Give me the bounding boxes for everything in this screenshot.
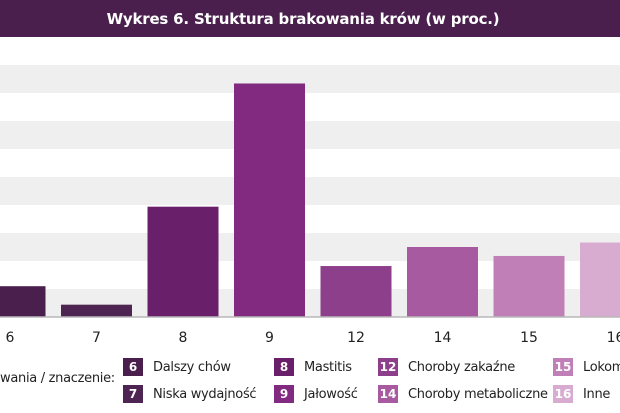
legend-code-8: 8	[274, 358, 294, 376]
legend-label-16: Inne	[583, 386, 611, 402]
x-tick-label-12: 12	[347, 330, 365, 346]
legend: wania / znaczenie: 6 Dalszy chów 7 Niska…	[0, 353, 620, 413]
x-tick-label-9: 9	[265, 330, 274, 346]
bar-9	[234, 83, 305, 317]
bars	[0, 83, 620, 317]
legend-item-14: 14 Choroby metaboliczne	[378, 383, 548, 405]
bar-14	[407, 247, 478, 317]
legend-label-12: Choroby zakaźne	[408, 359, 515, 375]
x-tick-label-15: 15	[520, 330, 538, 346]
bar-6	[0, 286, 46, 317]
x-tick-label-14: 14	[434, 330, 452, 346]
grid-band	[0, 149, 620, 177]
legend-code-16: 16	[553, 385, 573, 403]
legend-label-8: Mastitis	[304, 359, 352, 375]
legend-heading: wania / znaczenie:	[0, 371, 115, 386]
bar-16	[580, 242, 620, 317]
grid-band	[0, 205, 620, 233]
x-tick-labels: 6 7 8 9 12 14 15 16	[6, 330, 620, 346]
grid-band	[0, 177, 620, 205]
bar-8	[147, 206, 219, 317]
legend-item-12: 12 Choroby zakaźne	[378, 356, 515, 378]
bar-12	[320, 266, 392, 317]
bar-15	[493, 255, 565, 317]
x-tick-label-6: 6	[6, 330, 15, 346]
chart-title: Wykres 6. Struktura brakowania krów (w p…	[106, 9, 500, 28]
legend-item-7: 7 Niska wydajność	[123, 383, 257, 405]
legend-item-9: 9 Jałowość	[274, 383, 358, 405]
legend-label-14: Choroby metaboliczne	[408, 386, 548, 402]
x-tick-label-7: 7	[92, 330, 101, 346]
legend-code-7: 7	[123, 385, 143, 403]
grid-band	[0, 93, 620, 121]
legend-item-6: 6 Dalszy chów	[123, 356, 231, 378]
legend-label-7: Niska wydajność	[153, 386, 257, 402]
chart-title-bar: Wykres 6. Struktura brakowania krów (w p…	[0, 0, 620, 37]
legend-label-9: Jałowość	[304, 386, 358, 402]
legend-code-15: 15	[553, 358, 573, 376]
legend-code-9: 9	[274, 385, 294, 403]
grid-band	[0, 65, 620, 93]
legend-item-15: 15 Lokom	[553, 356, 620, 378]
legend-code-12: 12	[378, 358, 398, 376]
legend-label-6: Dalszy chów	[153, 359, 231, 375]
x-tick-label-16: 16	[607, 330, 620, 346]
legend-item-16: 16 Inne	[553, 383, 610, 405]
grid-band	[0, 121, 620, 149]
legend-code-6: 6	[123, 358, 143, 376]
bar-chart: 6 7 8 9 12 14 15 16	[0, 37, 620, 346]
legend-code-14: 14	[378, 385, 398, 403]
x-tick-label-8: 8	[179, 330, 188, 346]
legend-label-15: Lokom	[583, 359, 620, 375]
bar-7	[61, 304, 132, 317]
legend-item-8: 8 Mastitis	[274, 356, 352, 378]
grid-band	[0, 37, 620, 65]
